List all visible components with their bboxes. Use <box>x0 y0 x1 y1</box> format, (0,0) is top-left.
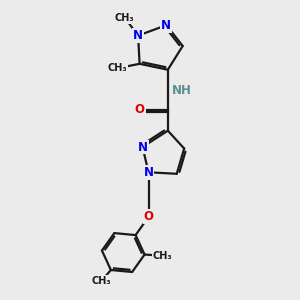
Text: CH₃: CH₃ <box>152 251 172 261</box>
Text: O: O <box>135 103 145 116</box>
Text: O: O <box>143 210 154 224</box>
Text: N: N <box>143 166 154 179</box>
Text: CH₃: CH₃ <box>107 63 127 73</box>
Text: NH: NH <box>172 84 192 97</box>
Text: N: N <box>133 29 143 42</box>
Text: CH₃: CH₃ <box>115 13 134 23</box>
Text: N: N <box>161 19 171 32</box>
Text: CH₃: CH₃ <box>92 276 111 286</box>
Text: N: N <box>138 140 148 154</box>
